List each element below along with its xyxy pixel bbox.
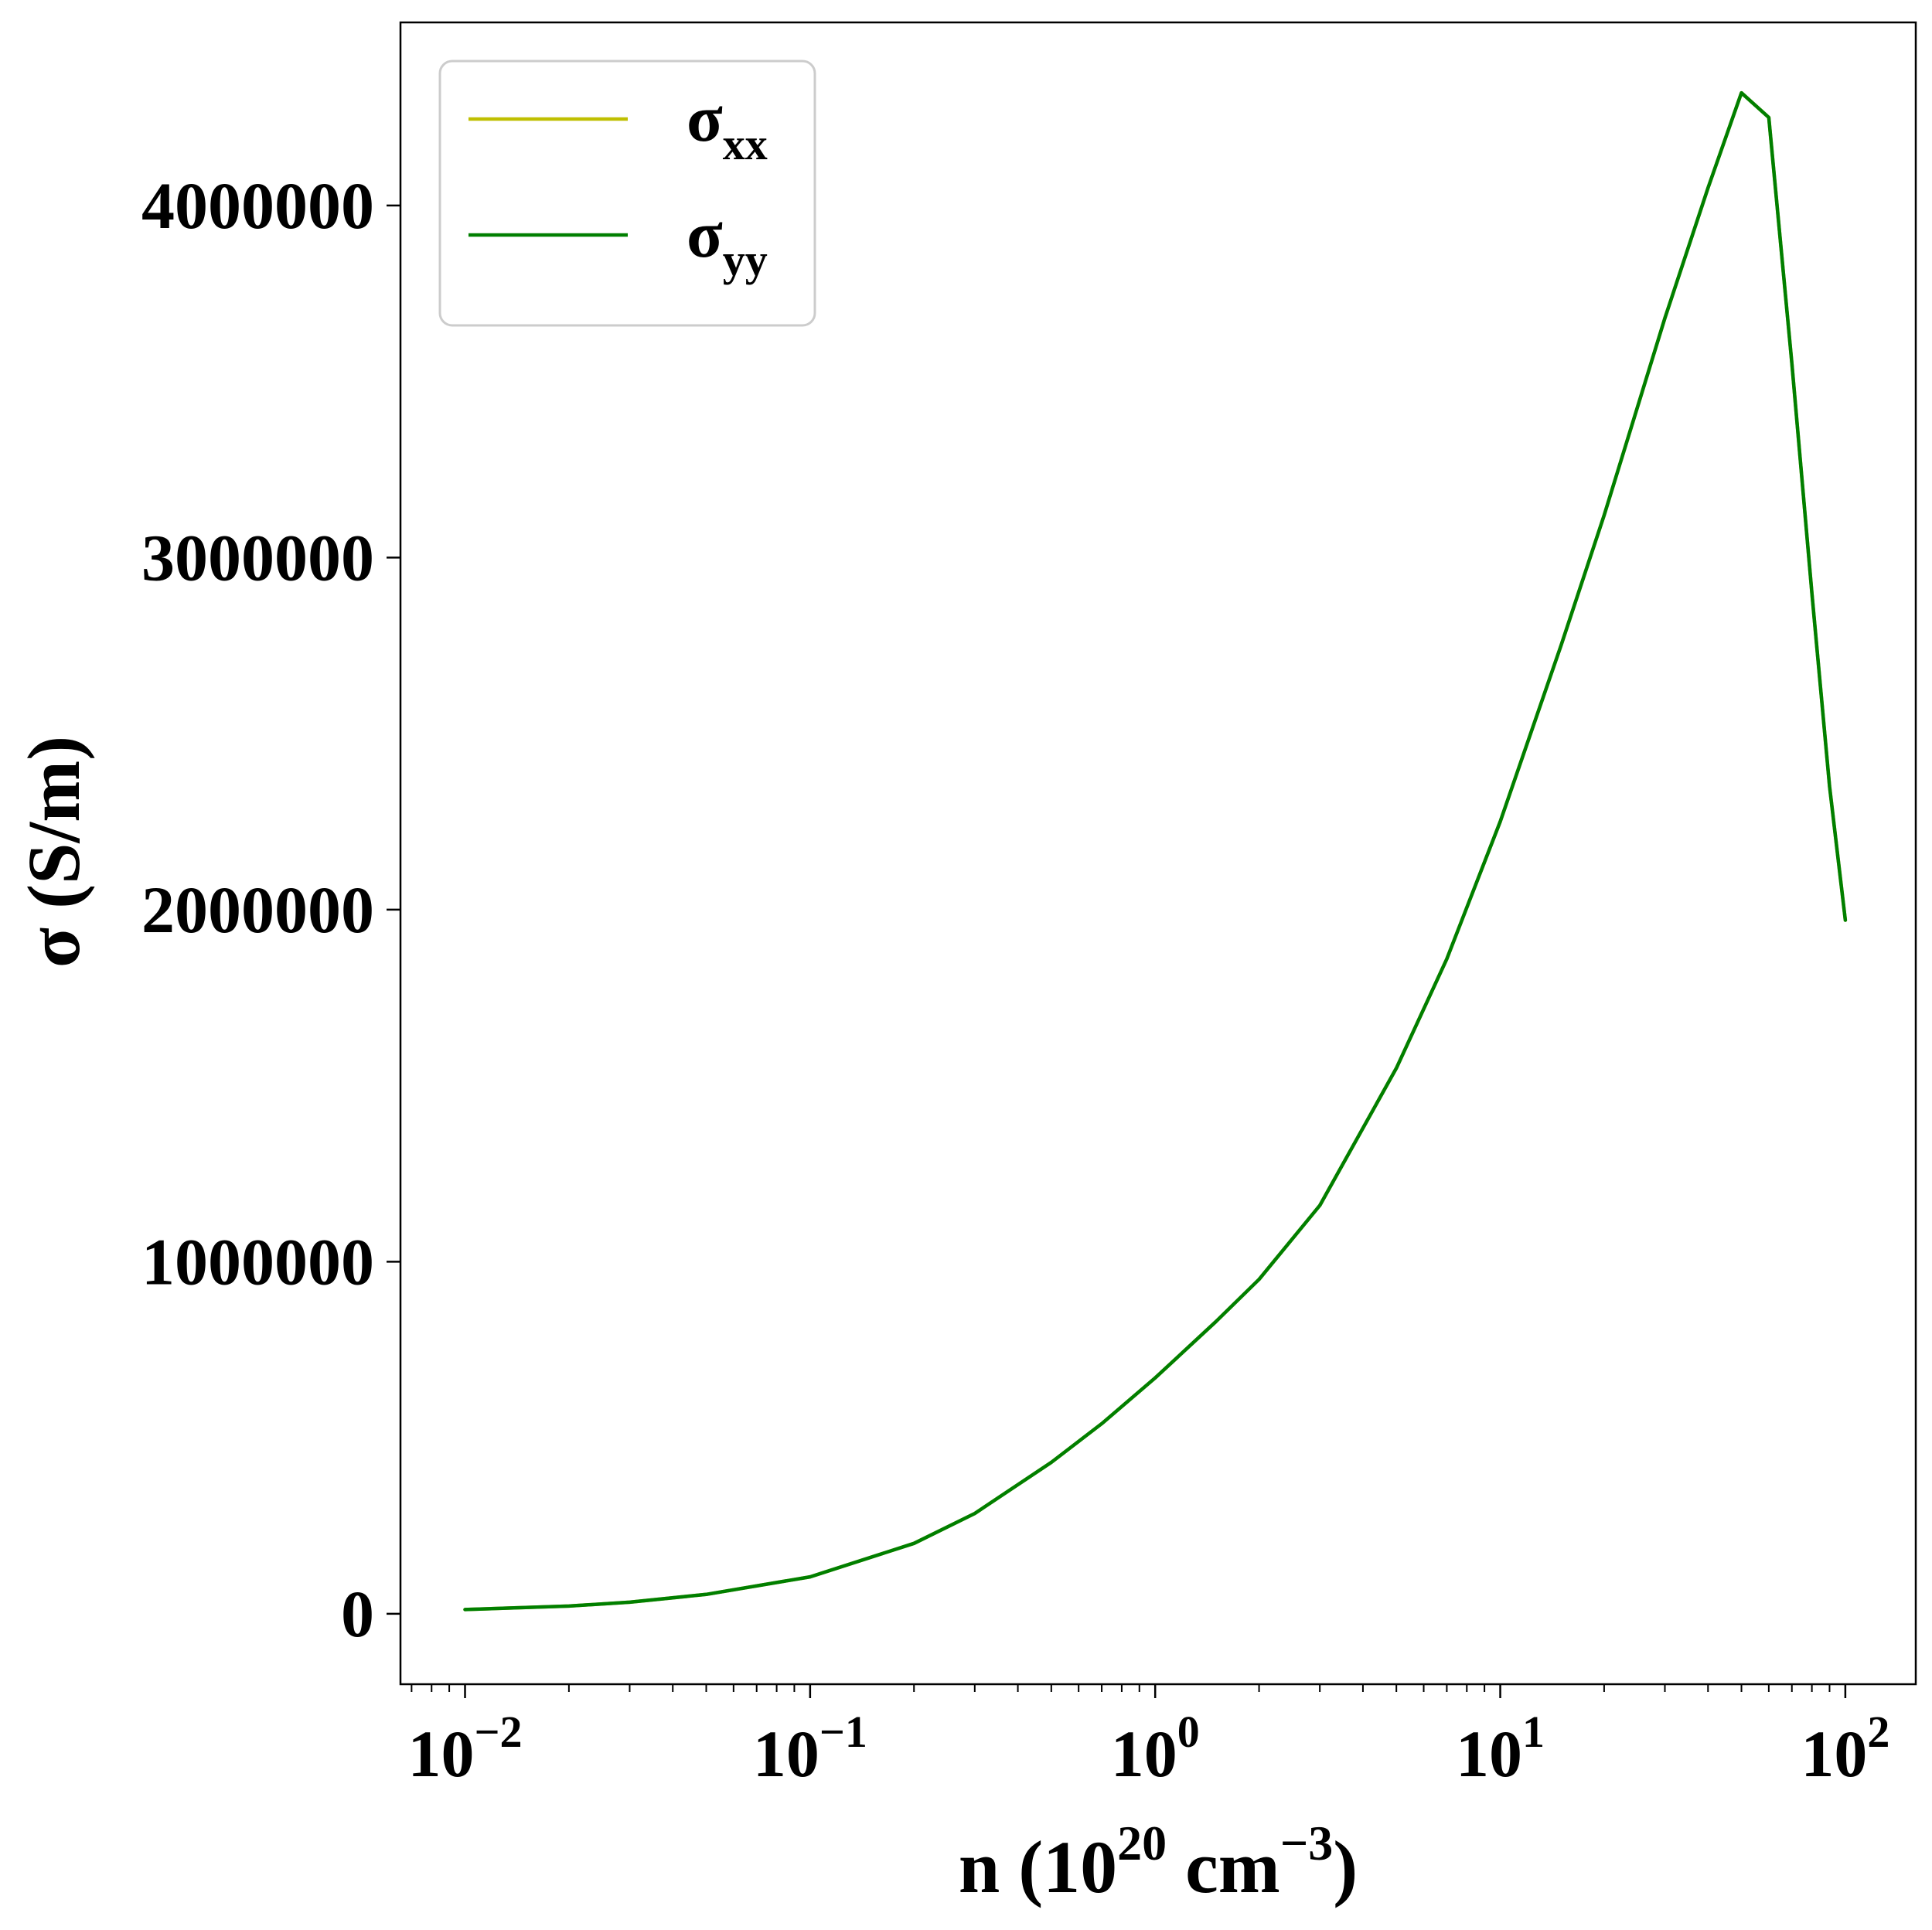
axes-layer: 10−2 10−1 100 101 102 0 1000000 2000000 3000000 4… bbox=[141, 21, 1917, 1791]
plot-frame bbox=[399, 21, 1917, 1686]
legend-label-yy: σyy bbox=[687, 197, 768, 285]
series-layer bbox=[463, 90, 1848, 1612]
x-axis-label: n (1020 cm−3) bbox=[959, 1816, 1358, 1908]
legend: σxx σyy bbox=[438, 60, 816, 327]
y-tick-label: 3000000 bbox=[141, 520, 374, 594]
x-tick-label: 10−1 bbox=[753, 1707, 867, 1791]
y-tick-label: 4000000 bbox=[141, 168, 374, 243]
y-tick-label: 0 bbox=[341, 1577, 374, 1651]
x-tick-label: 100 bbox=[1111, 1707, 1200, 1791]
y-tick-label: 1000000 bbox=[141, 1224, 374, 1299]
series-line-yy bbox=[463, 90, 1848, 1612]
y-axis-label: σ (S/m) bbox=[12, 736, 95, 968]
legend-frame bbox=[438, 60, 816, 327]
x-tick-label: 10−2 bbox=[407, 1707, 522, 1791]
legend-label-xx: σxx bbox=[687, 81, 768, 169]
y-tick-label: 2000000 bbox=[141, 873, 374, 947]
x-tick-label: 101 bbox=[1456, 1707, 1545, 1791]
axis-labels: n (1020 cm−3) σ (S/m) bbox=[12, 736, 1358, 1908]
x-tick-label: 102 bbox=[1801, 1707, 1889, 1791]
